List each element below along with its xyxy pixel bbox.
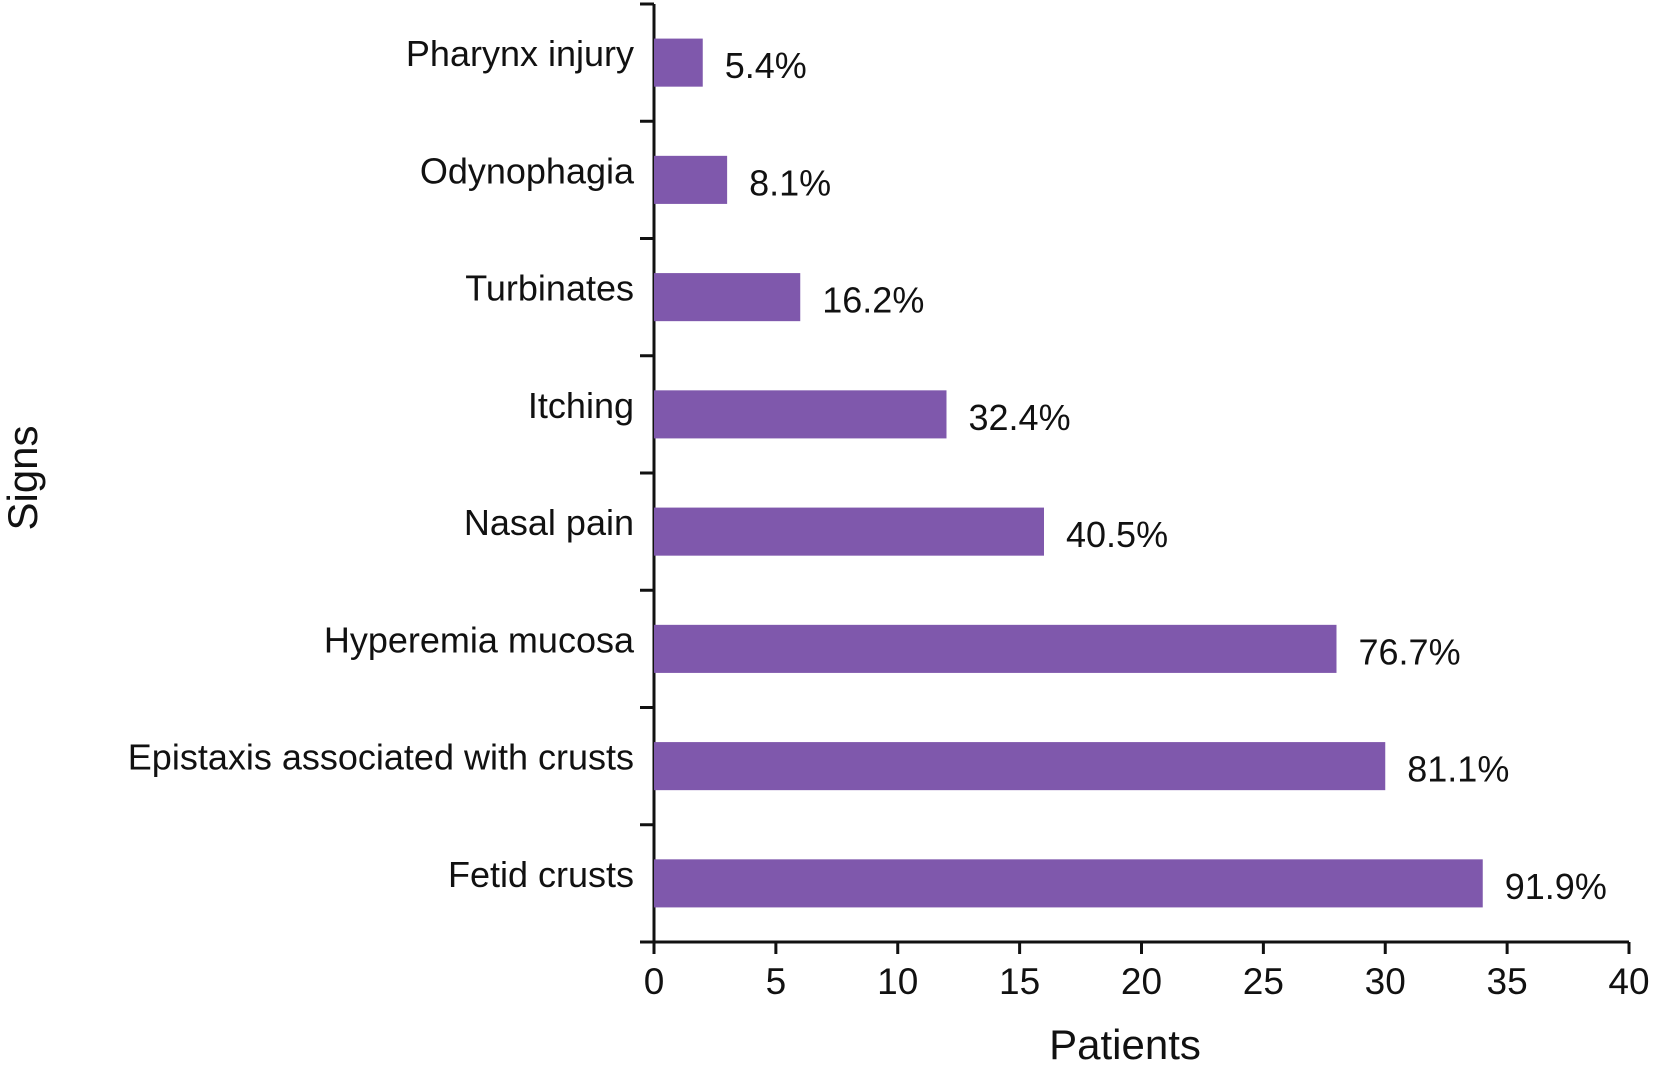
x-tick-label: 15 — [999, 961, 1040, 1002]
value-label: 81.1% — [1407, 749, 1509, 790]
value-label: 32.4% — [969, 397, 1071, 438]
category-label: Pharynx injury — [406, 33, 634, 74]
value-label: 8.1% — [749, 162, 831, 203]
bar — [654, 624, 1337, 673]
x-tick-label: 20 — [1121, 961, 1162, 1002]
category-label: Epistaxis associated with crusts — [128, 737, 634, 778]
x-tick-label: 25 — [1243, 961, 1284, 1002]
x-tick-label: 10 — [877, 961, 918, 1002]
value-label: 5.4% — [725, 45, 807, 86]
category-label: Itching — [528, 385, 634, 426]
value-label: 76.7% — [1359, 631, 1461, 672]
bar — [654, 859, 1483, 908]
x-axis-title: Patients — [1049, 1021, 1201, 1068]
x-tick-label: 40 — [1608, 961, 1649, 1002]
y-axis-title: Signs — [0, 425, 46, 530]
category-label: Odynophagia — [420, 150, 635, 191]
x-tick-label: 5 — [766, 961, 787, 1002]
bar — [654, 507, 1044, 556]
category-label: Hyperemia mucosa — [324, 619, 635, 660]
bar — [654, 155, 728, 204]
bar — [654, 38, 703, 87]
value-label: 16.2% — [822, 280, 924, 321]
value-label: 91.9% — [1505, 866, 1607, 907]
x-tick-label: 35 — [1487, 961, 1528, 1002]
category-label: Turbinates — [465, 268, 634, 309]
bar — [654, 390, 947, 439]
x-tick-label: 0 — [644, 961, 665, 1002]
bar — [654, 273, 801, 322]
bar — [654, 742, 1386, 791]
category-label: Fetid crusts — [448, 854, 634, 895]
value-label: 40.5% — [1066, 514, 1168, 555]
x-tick-label: 30 — [1365, 961, 1406, 1002]
category-label: Nasal pain — [464, 502, 634, 543]
